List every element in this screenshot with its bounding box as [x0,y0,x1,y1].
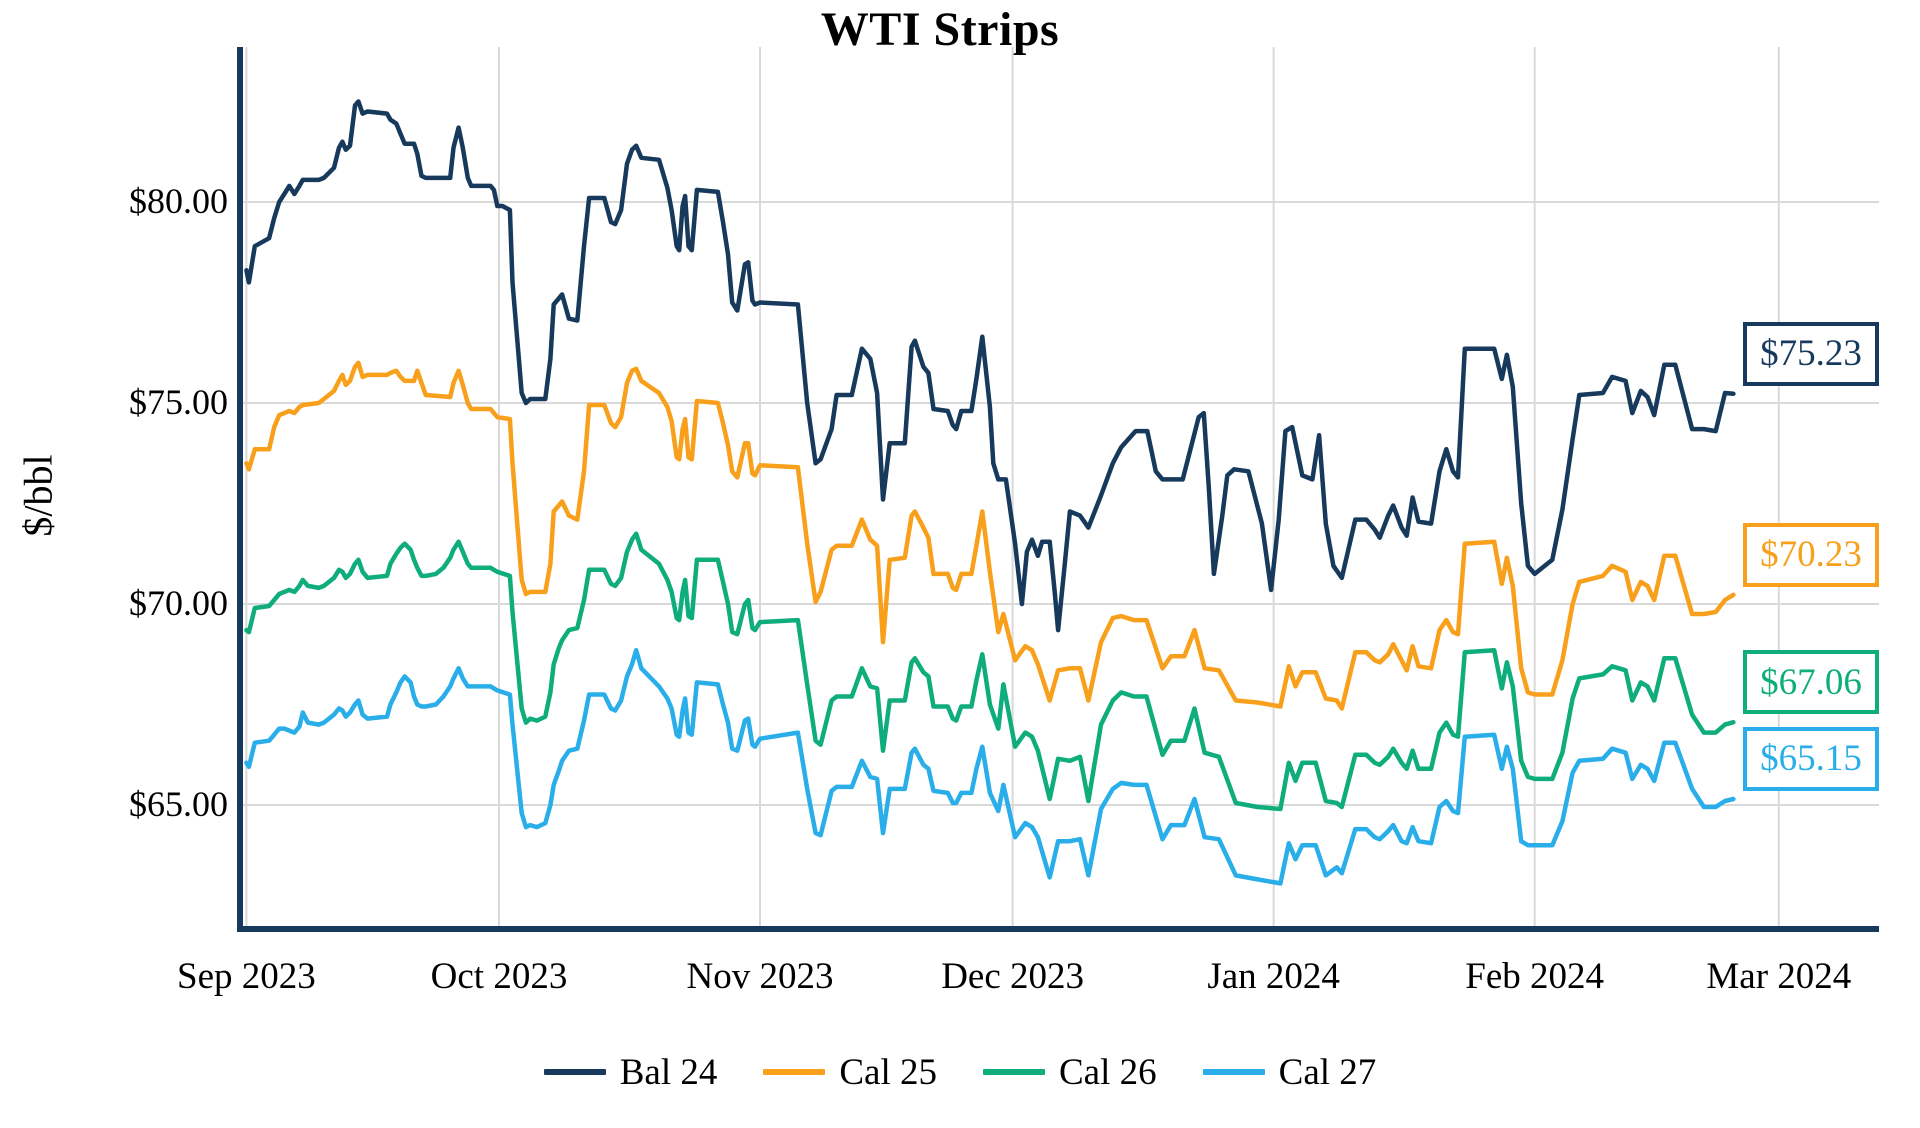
legend-label: Cal 26 [1059,1051,1157,1093]
y-tick-label: $65.00 [129,784,228,824]
end-value-badge-cal-25: $70.23 [1743,522,1879,587]
legend-swatch-icon [543,1069,606,1075]
x-tick-label: Mar 2024 [1706,956,1852,997]
x-tick-label: Oct 2023 [430,956,568,997]
legend-swatch-icon [983,1069,1045,1075]
x-tick-label: Sep 2023 [177,956,316,997]
series-line-cal-26 [244,531,1736,812]
end-value-badge-cal-27: $65.15 [1743,726,1879,791]
x-tick-label: Jan 2024 [1207,956,1340,997]
legend-swatch-icon [763,1069,826,1075]
legend-label: Cal 27 [1278,1051,1377,1093]
legend-label: Cal 25 [839,1051,937,1093]
legend-item-cal-27: Cal 27 [1202,1051,1377,1093]
x-tick-label: Dec 2023 [941,956,1085,997]
end-value-badge-bal-24: $75.23 [1743,321,1879,386]
y-tick-label: $80.00 [129,181,228,221]
legend-item-cal-25: Cal 25 [763,1054,937,1091]
end-value-badge-cal-26: $67.06 [1743,650,1879,715]
y-tick-label: $75.00 [129,382,228,422]
chart-title: WTI Strips [820,3,1060,56]
y-tick-label: $70.00 [129,583,228,623]
series-line-bal-24 [244,99,1736,633]
series-line-cal-25 [244,360,1736,711]
legend-item-bal-24: Bal 24 [543,1051,718,1093]
legend-swatch-icon [1202,1069,1265,1075]
x-tick-label: Nov 2023 [686,956,834,997]
legend-item-cal-26: Cal 26 [983,1054,1157,1091]
series-line-cal-27 [244,647,1736,886]
legend-label: Bal 24 [619,1051,718,1093]
x-tick-label: Feb 2024 [1465,956,1605,997]
legend: Bal 24 Cal 25 Cal 26 Cal 27 [0,1042,1920,1102]
